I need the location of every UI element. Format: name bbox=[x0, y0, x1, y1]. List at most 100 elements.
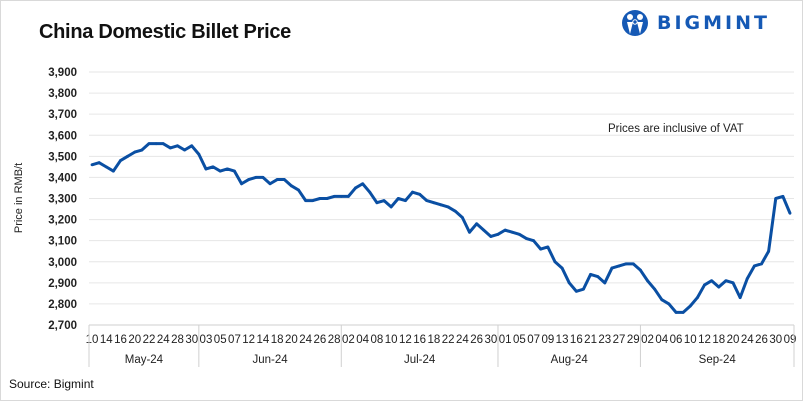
data-point bbox=[646, 279, 649, 283]
data-point bbox=[453, 209, 457, 213]
x-tick-label: 10 bbox=[684, 334, 697, 346]
data-point bbox=[781, 194, 785, 198]
x-tick-label: 12 bbox=[399, 334, 412, 346]
data-point bbox=[268, 182, 272, 186]
y-tick-label: 3,000 bbox=[48, 257, 77, 269]
bigmint-logo: BIGMINT bbox=[621, 9, 770, 37]
data-point bbox=[475, 222, 479, 226]
x-tick-label: 18 bbox=[427, 334, 440, 346]
x-tick-label: 06 bbox=[670, 334, 683, 346]
x-tick-label: 03 bbox=[200, 334, 213, 346]
y-tick-label: 2,700 bbox=[48, 320, 77, 332]
x-tick-label: 28 bbox=[328, 334, 341, 346]
x-tick-label: 26 bbox=[755, 334, 768, 346]
y-tick-label: 3,200 bbox=[48, 215, 77, 227]
x-tick-label: 27 bbox=[613, 334, 626, 346]
x-tick-label: 20 bbox=[128, 334, 141, 346]
data-point bbox=[126, 154, 130, 158]
data-point bbox=[617, 264, 621, 268]
x-tick-label: 10 bbox=[86, 334, 99, 346]
data-point bbox=[703, 283, 706, 287]
data-point bbox=[119, 159, 122, 162]
data-point bbox=[90, 163, 94, 167]
data-point bbox=[247, 178, 251, 181]
x-tick-label: 24 bbox=[299, 334, 312, 346]
data-point bbox=[574, 289, 578, 293]
data-point bbox=[745, 277, 749, 281]
x-tick-label: 08 bbox=[370, 334, 383, 346]
data-point bbox=[560, 266, 564, 270]
data-point bbox=[332, 194, 336, 198]
y-tick-label: 3,700 bbox=[48, 109, 77, 121]
y-tick-label: 3,900 bbox=[48, 67, 77, 79]
data-point bbox=[218, 169, 222, 173]
data-point bbox=[297, 188, 300, 192]
x-tick-label: 30 bbox=[484, 334, 497, 346]
data-point bbox=[261, 176, 265, 179]
data-point bbox=[282, 178, 286, 181]
data-point bbox=[104, 165, 108, 169]
data-point bbox=[525, 237, 528, 240]
data-point bbox=[339, 194, 343, 198]
x-tick-label: 28 bbox=[171, 334, 184, 346]
data-point bbox=[752, 264, 756, 268]
data-point bbox=[539, 247, 543, 251]
chart-annotation: Prices are inclusive of VAT bbox=[608, 123, 744, 135]
data-point bbox=[275, 178, 279, 181]
data-point bbox=[460, 216, 464, 219]
data-point bbox=[696, 296, 699, 299]
x-tick-label: 12 bbox=[698, 334, 711, 346]
x-tick-label: 04 bbox=[356, 334, 369, 346]
data-point bbox=[183, 148, 186, 152]
x-tick-label: 22 bbox=[143, 334, 156, 346]
x-tick-label: 23 bbox=[598, 334, 611, 346]
data-point bbox=[111, 169, 115, 173]
data-point bbox=[681, 310, 685, 314]
data-point bbox=[190, 144, 194, 148]
data-point bbox=[375, 201, 379, 205]
data-point bbox=[347, 194, 350, 198]
data-point bbox=[197, 152, 201, 156]
data-point bbox=[510, 230, 514, 234]
x-tick-label: 26 bbox=[314, 334, 327, 346]
x-tick-label: 12 bbox=[242, 334, 255, 346]
x-tick-label: 05 bbox=[214, 334, 227, 346]
line-chart: 2,700 2,800 2,900 3,000 3,100 3,200 3,300 3,400… bbox=[13, 67, 796, 367]
data-point bbox=[532, 239, 535, 243]
data-point bbox=[603, 281, 607, 285]
x-tick-label: 24 bbox=[157, 334, 170, 346]
data-point bbox=[147, 142, 151, 146]
data-point bbox=[589, 273, 592, 276]
data-point bbox=[624, 262, 628, 266]
data-point bbox=[639, 268, 642, 272]
x-tick-label: 22 bbox=[442, 334, 455, 346]
data-point bbox=[688, 304, 692, 308]
data-point bbox=[325, 197, 329, 200]
data-point bbox=[368, 190, 372, 194]
y-tick-label: 3,600 bbox=[48, 130, 77, 142]
data-point bbox=[311, 199, 315, 203]
data-point bbox=[161, 142, 165, 146]
data-point bbox=[724, 279, 728, 283]
chart-title: China Domestic Billet Price bbox=[39, 21, 291, 43]
data-point bbox=[382, 199, 386, 203]
x-tick-label: 14 bbox=[257, 334, 270, 346]
data-point bbox=[596, 275, 600, 278]
data-point bbox=[411, 190, 414, 194]
data-point bbox=[225, 167, 229, 171]
x-tick-label: 20 bbox=[727, 334, 740, 346]
x-tick-label: 07 bbox=[228, 334, 241, 346]
x-tick-label: 20 bbox=[285, 334, 298, 346]
data-point bbox=[717, 285, 721, 289]
data-point bbox=[304, 199, 308, 203]
x-tick-label: 16 bbox=[413, 334, 426, 346]
y-tick-label: 3,800 bbox=[48, 88, 77, 100]
data-point bbox=[582, 287, 585, 291]
x-tick-label: 24 bbox=[456, 334, 469, 346]
data-point bbox=[233, 169, 236, 173]
data-point bbox=[133, 150, 137, 154]
data-point bbox=[361, 182, 365, 186]
data-point bbox=[403, 199, 407, 203]
data-point bbox=[774, 197, 778, 200]
x-tick-label: 30 bbox=[769, 334, 782, 346]
